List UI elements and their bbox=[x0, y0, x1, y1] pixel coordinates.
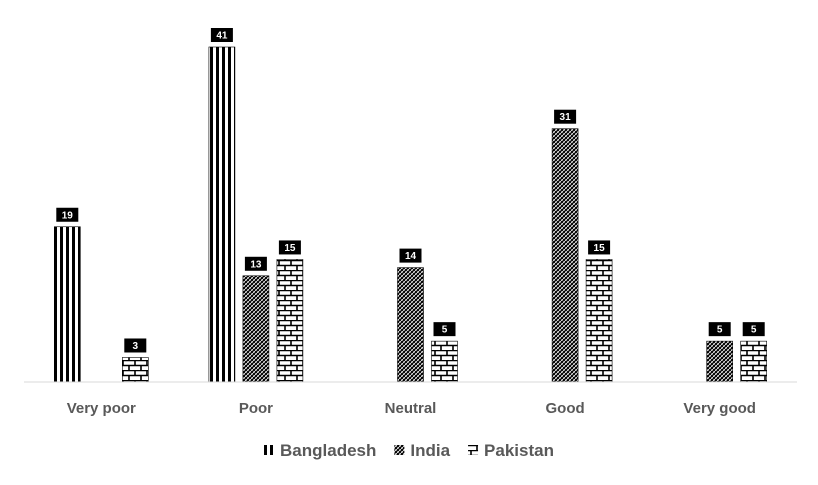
legend-swatch-india bbox=[394, 445, 405, 455]
data-label-bg-pakistan-neutral bbox=[433, 322, 456, 337]
data-label-pakistan-good: 15 bbox=[594, 243, 606, 254]
bar-pakistan-very-poor bbox=[122, 357, 149, 383]
bar-bangladesh-very-poor bbox=[53, 226, 81, 383]
data-label-india-very-good: 5 bbox=[717, 325, 723, 336]
data-label-bg-india-neutral bbox=[399, 248, 422, 263]
data-label-bg-india-very-good bbox=[708, 322, 731, 337]
bar-india-poor bbox=[242, 275, 270, 383]
bar-india-very-good bbox=[706, 340, 734, 383]
data-label-bg-india-poor bbox=[244, 256, 267, 271]
data-label-pakistan-very-poor: 3 bbox=[133, 341, 139, 352]
data-label-bg-pakistan-good bbox=[588, 240, 611, 255]
x-tick-label-very-poor: Very poor bbox=[67, 400, 136, 417]
bar-pakistan-good bbox=[585, 259, 613, 383]
bar-india-neutral bbox=[397, 267, 424, 383]
data-label-bg-pakistan-poor bbox=[278, 240, 301, 255]
legend-swatch-pakistan bbox=[468, 445, 479, 455]
bar-pakistan-very-good bbox=[740, 340, 768, 383]
data-label-india-poor: 13 bbox=[250, 259, 262, 270]
legend-label-india: India bbox=[410, 441, 450, 460]
data-label-bangladesh-very-poor: 19 bbox=[62, 210, 74, 221]
data-label-bg-pakistan-very-good bbox=[742, 322, 765, 337]
x-tick-label-poor: Poor bbox=[239, 400, 273, 417]
data-label-india-good: 31 bbox=[560, 112, 572, 123]
legend-swatch-bangladesh bbox=[264, 445, 275, 455]
data-label-bg-pakistan-very-poor bbox=[124, 338, 147, 353]
data-label-bangladesh-poor: 41 bbox=[216, 31, 228, 42]
legend-label-pakistan: Pakistan bbox=[484, 441, 554, 460]
x-tick-label-neutral: Neutral bbox=[385, 400, 437, 417]
data-label-pakistan-very-good: 5 bbox=[751, 325, 757, 336]
data-label-pakistan-neutral: 5 bbox=[442, 325, 448, 336]
x-tick-label-very-good: Very good bbox=[683, 400, 756, 417]
x-tick-label-good: Good bbox=[546, 400, 585, 417]
data-label-pakistan-poor: 15 bbox=[284, 243, 296, 254]
data-label-india-neutral: 14 bbox=[405, 251, 417, 262]
data-label-bg-india-good bbox=[554, 109, 577, 124]
data-label-bg-bangladesh-very-poor bbox=[56, 207, 79, 222]
bar-pakistan-neutral bbox=[431, 340, 458, 383]
data-label-bg-bangladesh-poor bbox=[210, 28, 233, 42]
legend-label-bangladesh: Bangladesh bbox=[280, 441, 376, 460]
bar-india-good bbox=[551, 128, 579, 383]
bar-bangladesh-poor bbox=[208, 46, 236, 383]
bar-pakistan-poor bbox=[276, 259, 304, 383]
